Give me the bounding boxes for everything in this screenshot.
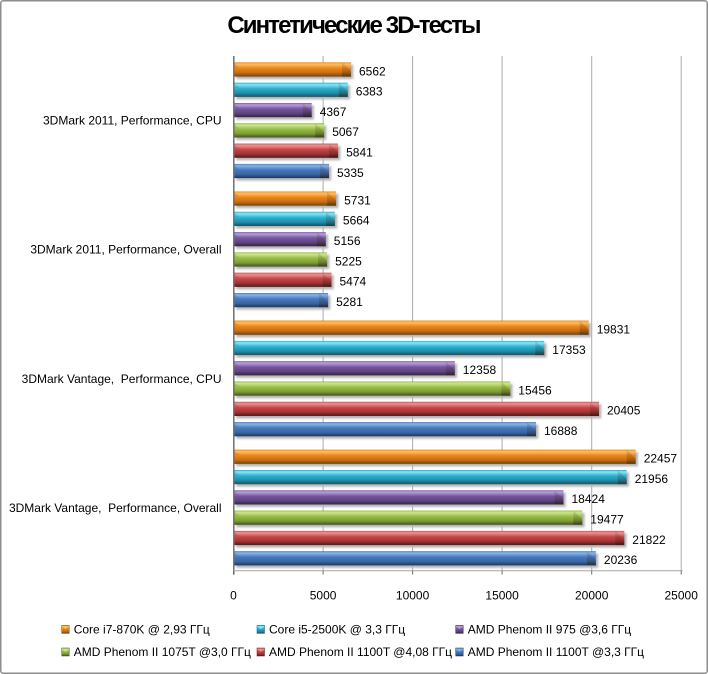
- svg-text:6383: 6383: [356, 85, 383, 99]
- svg-text:5664: 5664: [343, 214, 370, 228]
- svg-text:5225: 5225: [335, 254, 362, 268]
- svg-text:15000: 15000: [485, 589, 519, 603]
- svg-text:19831: 19831: [597, 323, 631, 337]
- svg-text:5000: 5000: [310, 589, 337, 603]
- svg-text:25000: 25000: [665, 589, 699, 603]
- svg-text:AMD Phenom II 975 @3,6 ГГц: AMD Phenom II 975 @3,6 ГГц: [468, 623, 632, 637]
- svg-text:10000: 10000: [396, 589, 430, 603]
- svg-text:21822: 21822: [632, 533, 666, 547]
- svg-text:5067: 5067: [332, 125, 359, 139]
- svg-text:0: 0: [230, 589, 237, 603]
- svg-text:AMD Phenom II 1075T @3,0 ГГц: AMD Phenom II 1075T @3,0 ГГц: [74, 645, 251, 659]
- svg-text:AMD Phenom II 1100T @4,08 ГГц: AMD Phenom II 1100T @4,08 ГГц: [269, 645, 452, 659]
- svg-text:18424: 18424: [572, 492, 606, 506]
- svg-text:5731: 5731: [344, 193, 371, 207]
- svg-text:Core i7-870K @ 2,93 ГГц: Core i7-870K @ 2,93 ГГц: [74, 623, 210, 637]
- svg-text:17353: 17353: [552, 343, 586, 357]
- svg-text:AMD Phenom II 1100T @3,3 ГГц: AMD Phenom II 1100T @3,3 ГГц: [468, 645, 644, 659]
- svg-text:20405: 20405: [607, 404, 641, 418]
- svg-text:20000: 20000: [575, 589, 609, 603]
- svg-text:Синтетические 3D-тесты: Синтетические 3D-тесты: [227, 12, 480, 39]
- svg-text:12358: 12358: [463, 363, 497, 377]
- svg-text:Core i5-2500K @ 3,3 ГГц: Core i5-2500K @ 3,3 ГГц: [269, 623, 405, 637]
- svg-text:3DMark 2011, Performance, CPU: 3DMark 2011, Performance, CPU: [43, 114, 222, 128]
- svg-text:5335: 5335: [337, 166, 364, 180]
- svg-text:3DMark 2011, Performance, Over: 3DMark 2011, Performance, Overall: [30, 243, 221, 257]
- svg-text:5841: 5841: [346, 146, 373, 160]
- svg-text:21956: 21956: [635, 472, 669, 486]
- svg-text:5474: 5474: [340, 275, 367, 289]
- svg-text:5156: 5156: [334, 234, 361, 248]
- svg-text:5281: 5281: [336, 295, 363, 309]
- svg-text:3DMark Vantage, Performance,: 3DMark Vantage, Performance, Overall: [9, 501, 222, 515]
- svg-text:20236: 20236: [604, 553, 638, 567]
- svg-text:16888: 16888: [544, 424, 578, 438]
- svg-text:15456: 15456: [518, 383, 552, 397]
- svg-text:4367: 4367: [320, 105, 347, 119]
- svg-text:22457: 22457: [644, 452, 678, 466]
- svg-text:6562: 6562: [359, 64, 386, 78]
- svg-text:19477: 19477: [590, 513, 624, 527]
- svg-text:3DMark Vantage, Performance,: 3DMark Vantage, Performance, CPU: [22, 372, 222, 386]
